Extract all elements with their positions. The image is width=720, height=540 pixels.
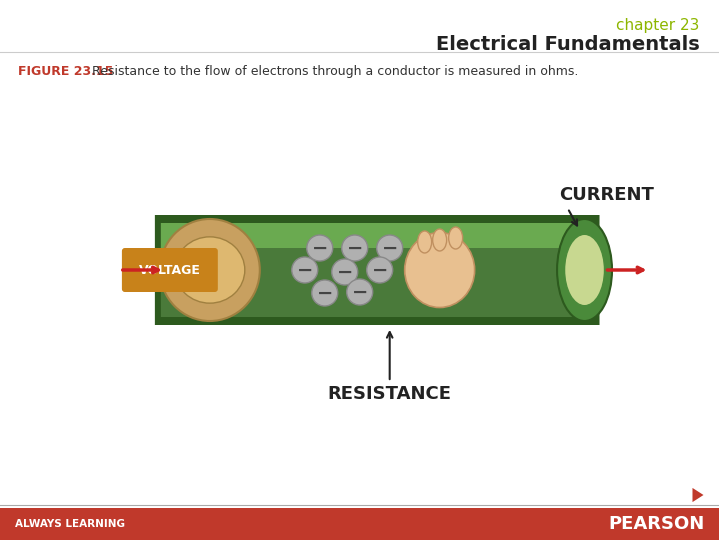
Circle shape: [312, 280, 338, 306]
Text: CURRENT: CURRENT: [559, 186, 654, 204]
FancyBboxPatch shape: [161, 223, 593, 317]
Text: chapter 23: chapter 23: [616, 18, 699, 33]
Text: −: −: [372, 260, 388, 280]
Ellipse shape: [418, 231, 432, 253]
FancyBboxPatch shape: [155, 215, 600, 325]
Circle shape: [366, 257, 392, 283]
Text: −: −: [317, 284, 333, 302]
Ellipse shape: [449, 227, 463, 249]
Text: Resistance to the flow of electrons through a conductor is measured in ohms.: Resistance to the flow of electrons thro…: [88, 65, 578, 78]
Text: VOLTAGE: VOLTAGE: [139, 264, 201, 276]
Text: −: −: [312, 239, 328, 258]
Text: −: −: [351, 282, 368, 301]
Text: −: −: [382, 239, 398, 258]
Ellipse shape: [175, 237, 245, 303]
Ellipse shape: [564, 234, 605, 306]
Circle shape: [292, 257, 318, 283]
Circle shape: [342, 235, 368, 261]
Text: −: −: [297, 260, 313, 280]
Text: PEARSON: PEARSON: [608, 515, 704, 533]
Polygon shape: [691, 486, 706, 504]
Ellipse shape: [557, 219, 612, 321]
Text: FIGURE 23.15: FIGURE 23.15: [18, 65, 113, 78]
Circle shape: [347, 279, 373, 305]
Ellipse shape: [405, 233, 474, 307]
Text: −: −: [336, 262, 353, 281]
Circle shape: [307, 235, 333, 261]
Ellipse shape: [160, 219, 260, 321]
Text: −: −: [346, 239, 363, 258]
FancyBboxPatch shape: [0, 508, 719, 540]
Text: ALWAYS LEARNING: ALWAYS LEARNING: [15, 519, 125, 529]
Circle shape: [332, 259, 358, 285]
Text: RESISTANCE: RESISTANCE: [328, 385, 451, 403]
Text: Electrical Fundamentals: Electrical Fundamentals: [436, 35, 699, 54]
Circle shape: [377, 235, 402, 261]
FancyBboxPatch shape: [161, 223, 593, 248]
FancyBboxPatch shape: [122, 248, 218, 292]
Ellipse shape: [433, 229, 446, 251]
